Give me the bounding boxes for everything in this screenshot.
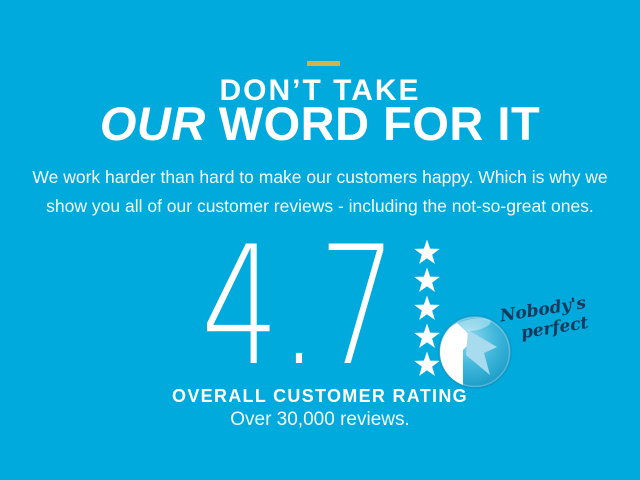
- handwritten-note: Nobody's perfect: [499, 288, 624, 346]
- star-icon: [414, 323, 440, 348]
- subtitle-line-2: show you all of our customer reviews - i…: [46, 195, 594, 216]
- subtitle-line-1: We work harder than hard to make our cus…: [32, 167, 608, 187]
- lens-rim: [439, 316, 511, 388]
- rating-score-graphic: 4.7: [201, 230, 397, 376]
- subtitle: We work harder than hard to make our cus…: [0, 163, 640, 220]
- star-icon: [414, 295, 440, 320]
- headline-emphasis: OUR: [99, 97, 206, 150]
- lens-highlight: [453, 318, 491, 332]
- headline-eyebrow: DON’T TAKE: [219, 74, 421, 107]
- headline: OUR WORD FOR IT: [0, 100, 640, 148]
- stars-column: [414, 240, 440, 376]
- rating-label: OVERALL CUSTOMER RATING: [172, 386, 468, 406]
- accent-dash: [307, 61, 340, 66]
- magnified-star-unfilled-part: [466, 330, 497, 375]
- rating-score: 4.7: [201, 230, 397, 376]
- magnifier-icon: [438, 315, 512, 389]
- star-icon: [414, 267, 440, 292]
- star-icon: [414, 351, 440, 376]
- star-icon: [414, 240, 440, 264]
- headline-rest: WORD FOR IT: [218, 97, 541, 150]
- reviews-count: Over 30,000 reviews.: [230, 409, 410, 430]
